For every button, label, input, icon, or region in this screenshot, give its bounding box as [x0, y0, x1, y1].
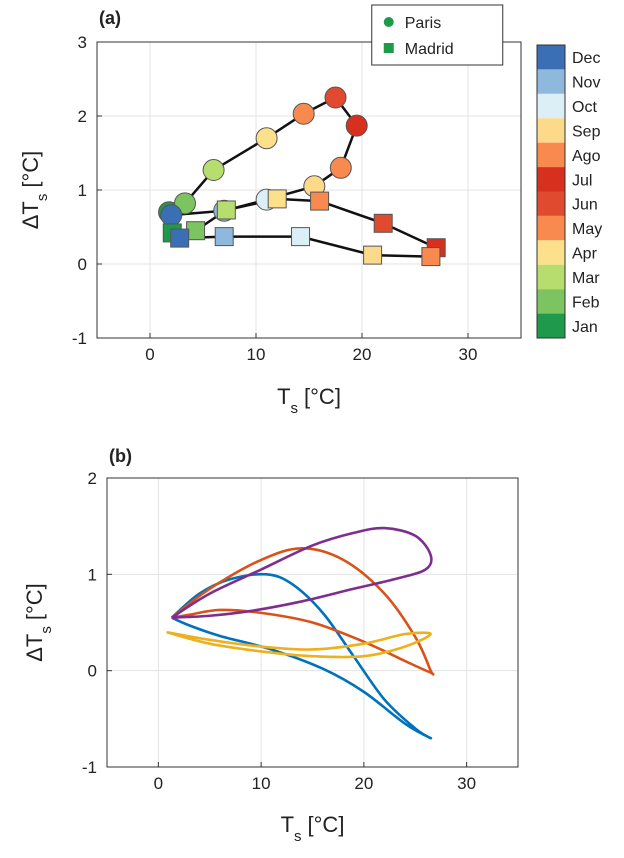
colorbar-cell: [537, 142, 565, 168]
panel-label: (a): [99, 8, 121, 28]
x-tick-label: 0: [145, 345, 154, 364]
colorbar-cell: [537, 289, 565, 314]
point: [291, 227, 311, 247]
point: [363, 245, 383, 265]
point: [186, 221, 206, 241]
colorbar-cell: [537, 118, 565, 143]
x-tick-label: 20: [353, 345, 372, 364]
colorbar-label: Oct: [572, 99, 597, 116]
point: [421, 247, 441, 267]
y-tick-label: 0: [78, 255, 87, 274]
y-tick-label: 2: [88, 469, 97, 488]
point: [292, 102, 315, 125]
legend-marker: [383, 43, 394, 53]
colorbar-cell: [537, 264, 565, 290]
x-tick-label: 30: [457, 774, 476, 793]
colorbar-cell: [537, 313, 565, 338]
colorbar-frame: [536, 44, 566, 339]
x-axis-label: Ts [°C]: [281, 812, 345, 845]
point: [345, 114, 368, 137]
y-tick-label: 2: [78, 107, 87, 126]
colorbar-label: Jun: [572, 197, 598, 214]
point: [324, 86, 347, 109]
point: [214, 227, 234, 247]
colorbar-cell: [537, 69, 565, 94]
y-axis-label-main: ΔT: [22, 634, 47, 662]
point: [329, 156, 352, 179]
legend-box: [371, 4, 504, 66]
point: [310, 191, 330, 211]
colorbar-cell: [537, 191, 565, 216]
y-axis-label-sub: s: [38, 626, 55, 634]
panel-label: (b): [109, 446, 132, 466]
colorbar-label: Mar: [572, 270, 600, 287]
x-tick-label: 10: [252, 774, 271, 793]
colorbar-cell: [537, 93, 565, 119]
y-tick-label: 1: [78, 181, 87, 200]
legend-label: Madrid: [405, 41, 454, 58]
x-axis-label-unit: [°C]: [304, 384, 341, 409]
y-axis-label: ΔTs [°C]: [22, 583, 55, 662]
series-line: [166, 630, 432, 659]
colorbar-label: Dec: [572, 50, 600, 67]
colorbar-label: Nov: [572, 75, 600, 92]
y-tick-label: 3: [78, 33, 87, 52]
series-line: [171, 526, 433, 619]
colorbar-cell: [537, 167, 565, 192]
colorbar-label: Apr: [572, 246, 598, 263]
point: [373, 213, 393, 233]
point: [160, 204, 183, 227]
y-axis-label-unit: [°C]: [22, 583, 47, 620]
legend-label: Paris: [405, 15, 441, 32]
y-axis-label-main: ΔT: [18, 201, 43, 229]
x-tick-label: 20: [354, 774, 373, 793]
plot-frame: [106, 477, 519, 768]
y-axis-label-unit: [°C]: [18, 151, 43, 188]
x-axis-label-main: T: [281, 812, 294, 837]
y-axis-label-sub: s: [34, 194, 51, 202]
point: [267, 189, 287, 209]
x-tick-label: 0: [154, 774, 163, 793]
point: [255, 127, 278, 150]
colorbar-label: Jan: [572, 319, 598, 336]
x-axis-label-unit: [°C]: [308, 812, 345, 837]
plot-frame: [96, 41, 522, 339]
colorbar-label: Ago: [572, 148, 601, 165]
series-line: [170, 547, 435, 676]
colorbar-cell: [537, 45, 565, 70]
x-tick-label: 10: [247, 345, 266, 364]
point: [170, 228, 190, 248]
colorbar-label: Sep: [572, 123, 601, 140]
y-axis-label: ΔTs [°C]: [18, 151, 51, 230]
legend-marker: [383, 17, 394, 27]
colorbar-cell: [537, 215, 565, 241]
colorbar-label: Jul: [572, 172, 592, 189]
y-tick-label: 1: [88, 565, 97, 584]
x-tick-label: 30: [459, 345, 478, 364]
colorbar-cell: [537, 240, 565, 265]
x-axis-label: Ts [°C]: [277, 384, 341, 417]
y-tick-label: 0: [88, 662, 97, 681]
point: [202, 159, 225, 182]
y-tick-label: -1: [72, 329, 87, 348]
colorbar-label: Feb: [572, 294, 600, 311]
point: [216, 200, 236, 220]
x-axis-label-sub: s: [294, 828, 302, 845]
x-axis-label-sub: s: [291, 400, 299, 417]
x-axis-label-main: T: [277, 384, 290, 409]
y-tick-label: -1: [82, 758, 97, 777]
colorbar-label: May: [572, 221, 602, 238]
